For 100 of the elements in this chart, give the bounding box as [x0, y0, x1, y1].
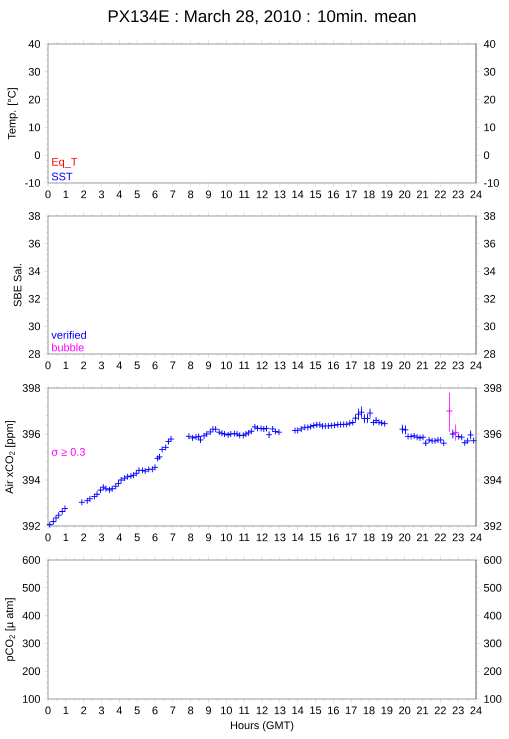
- x-tick-label: 20: [399, 534, 410, 542]
- y2-tick-label: -10: [484, 179, 499, 187]
- y-tick-label: 0: [34, 151, 40, 160]
- x-tick-label: 12: [256, 190, 268, 198]
- x-tick-label: 1: [64, 706, 68, 714]
- y2-tick-label: 32: [484, 294, 496, 303]
- x-tick-label: 23: [452, 362, 464, 370]
- x-tick-label: 13: [274, 362, 286, 370]
- y-tick-label: 20: [28, 96, 40, 104]
- x-tick-label: 11: [239, 706, 250, 714]
- x-tick-label: 24: [470, 190, 482, 198]
- y2-tick-label: 396: [484, 430, 502, 438]
- x-tick-label: 16: [328, 362, 339, 370]
- x-tick-label: 15: [310, 190, 322, 198]
- x-tick-label: 8: [188, 706, 194, 714]
- y-tick-label: 34: [28, 267, 40, 276]
- x-tick-label: 22: [434, 190, 446, 198]
- x-tick-label: 18: [364, 534, 375, 542]
- x-tick-label: 3: [98, 534, 104, 542]
- y-tick-label: -10: [25, 179, 40, 187]
- x-tick-label: 17: [346, 706, 357, 714]
- x-tick-label: 5: [134, 706, 140, 714]
- x-tick-label: 17: [346, 190, 357, 198]
- x-tick-label: 1: [64, 534, 68, 542]
- y-tick-label: 600: [22, 556, 40, 564]
- x-tick-label: 17: [346, 362, 357, 370]
- x-tick-label: 7: [170, 706, 176, 714]
- x-tick-label: 18: [364, 190, 375, 198]
- y2-tick-label: 200: [484, 667, 502, 676]
- x-tick-label: 15: [310, 706, 322, 714]
- x-tick-label: 4: [116, 362, 122, 370]
- x-tick-label: 19: [382, 706, 392, 714]
- x-tick-label: 18: [364, 706, 375, 714]
- x-tick-label: 10: [221, 706, 232, 714]
- x-tick-label: 0: [45, 706, 51, 714]
- y-axis-title: SBE Sal.: [13, 264, 22, 306]
- x-tick-label: 7: [170, 362, 176, 370]
- x-tick-label: 16: [328, 190, 339, 198]
- x-tick-label: 19: [382, 362, 392, 370]
- y-tick-label: 398: [22, 384, 40, 392]
- x-tick-label: 0: [45, 190, 51, 198]
- x-tick-label: 13: [274, 190, 286, 198]
- x-tick-label: 22: [434, 534, 446, 542]
- y2-tick-label: 0: [484, 151, 490, 160]
- x-tick-label: 3: [98, 190, 104, 198]
- x-tick-label: 23: [452, 534, 464, 542]
- y2-tick-label: 100: [484, 695, 502, 703]
- y-tick-label: 500: [22, 584, 40, 592]
- x-tick-label: 15: [310, 362, 322, 370]
- x-tick-label: 20: [399, 706, 410, 714]
- y-tick-label: 400: [22, 612, 40, 620]
- x-tick-label: 15: [310, 534, 322, 542]
- y2-tick-label: 38: [484, 212, 496, 220]
- x-tick-label: 5: [134, 190, 140, 198]
- y2-tick-label: 398: [484, 384, 502, 392]
- x-tick-label: 14: [292, 706, 304, 714]
- x-tick-label: 21: [416, 706, 428, 714]
- x-tick-label: 11: [239, 534, 250, 542]
- y-tick-label: 30: [28, 68, 40, 76]
- y-axis-title: Temp. [°C]: [8, 88, 18, 140]
- x-tick-label: 13: [274, 534, 286, 542]
- text: σ ≥ 0.3: [52, 448, 85, 456]
- y2-tick-label: 500: [484, 584, 502, 592]
- x-tick-label: 8: [188, 534, 194, 542]
- y-tick-label: 396: [22, 430, 40, 438]
- chart-title: PX134E : March 28, 2010 : 10min. mean: [108, 10, 416, 24]
- annotation: Eq_T: [52, 158, 78, 168]
- x-tick-label: 7: [170, 190, 176, 198]
- y-tick-label: 32: [28, 294, 40, 303]
- y2-tick-label: 34: [484, 267, 496, 276]
- x-tick-label: 13: [274, 706, 286, 714]
- x-tick-label: 19: [382, 534, 392, 542]
- y2-tick-label: 394: [484, 476, 502, 484]
- x-tick-label: 12: [256, 706, 268, 714]
- y2-tick-label: 600: [484, 556, 502, 564]
- y-tick-label: 10: [29, 124, 40, 132]
- y2-tick-label: 28: [484, 350, 496, 358]
- x-tick-label: 0: [45, 534, 51, 542]
- x-tick-label: 10: [221, 534, 232, 542]
- x-tick-label: 5: [134, 534, 140, 542]
- x-tick-label: 9: [206, 190, 212, 198]
- x-tick-label: 24: [470, 706, 482, 714]
- x-tick-label: 22: [434, 362, 446, 370]
- x-tick-label: 19: [382, 190, 392, 198]
- x-tick-label: 6: [152, 362, 158, 370]
- y-tick-label: 40: [28, 40, 40, 48]
- x-tick-label: 23: [452, 706, 464, 714]
- x-tick-label: 10: [221, 362, 232, 370]
- y2-tick-label: 10: [484, 124, 496, 132]
- x-tick-label: 1: [64, 190, 68, 198]
- y2-tick-label: 40: [484, 40, 496, 48]
- x-tick-label: 22: [434, 706, 446, 714]
- x-tick-label: 2: [81, 534, 86, 542]
- x-tick-label: 14: [292, 362, 304, 370]
- y-tick-label: 300: [22, 640, 40, 648]
- x-tick-label: 21: [416, 534, 428, 542]
- x-tick-label: 6: [152, 534, 158, 542]
- x-tick-label: 9: [206, 534, 212, 542]
- x-tick-label: 23: [452, 190, 464, 198]
- y-tick-label: 100: [23, 695, 40, 703]
